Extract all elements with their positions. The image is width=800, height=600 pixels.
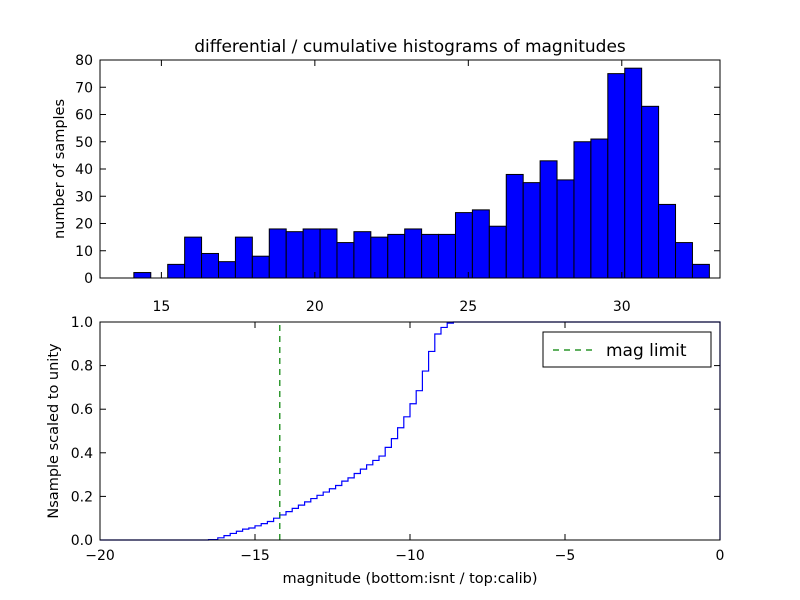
bottom-x-tick-label: 0 — [716, 548, 725, 564]
bottom-x-tick-label: −20 — [85, 548, 115, 564]
histogram-bar — [184, 236, 203, 279]
top-x-tick-label: 25 — [459, 299, 477, 315]
histogram-bar — [556, 179, 575, 279]
histogram-bar — [201, 252, 219, 279]
histogram-bar — [505, 173, 524, 279]
bottom-y-tick-label: 1.0 — [71, 315, 93, 331]
top-y-tick-label: 80 — [75, 53, 93, 69]
histogram-bar — [573, 141, 592, 279]
top-histogram-panel: differential / cumulative histograms of … — [52, 37, 721, 315]
histogram-bar — [438, 233, 456, 279]
histogram-bar — [302, 228, 321, 279]
histogram-bar — [167, 263, 186, 279]
bottom-y-tick-label: 0.4 — [71, 446, 93, 462]
legend-label-mag-limit: mag limit — [606, 341, 687, 361]
bottom-y-tick-label: 0.0 — [71, 533, 93, 549]
top-histogram-bars — [133, 67, 710, 279]
histogram-bar — [590, 138, 609, 279]
top-y-axis-label: number of samples — [52, 99, 68, 239]
top-x-tick-label: 20 — [306, 299, 324, 315]
histogram-bar — [421, 233, 440, 279]
bottom-plot-frame — [99, 321, 721, 541]
histogram-bar — [336, 242, 355, 279]
bottom-x-tick-label: −15 — [240, 548, 270, 564]
histogram-bar — [133, 272, 152, 279]
histogram-bar — [488, 225, 507, 279]
histogram-bar — [658, 203, 677, 279]
histogram-bar — [675, 242, 693, 279]
top-y-tick-label: 40 — [75, 162, 93, 178]
top-y-tick-label: 10 — [75, 244, 93, 260]
legend-box — [542, 331, 712, 368]
top-y-tick-label: 70 — [75, 80, 93, 96]
top-plot-frame — [99, 59, 721, 279]
bottom-x-axis-label: magnitude (bottom:isnt / top:calib) — [282, 571, 537, 587]
histogram-bar — [454, 212, 473, 279]
histogram-bar — [217, 261, 236, 279]
histogram-bar — [234, 236, 253, 279]
histogram-bar — [522, 182, 541, 279]
histogram-bar — [251, 255, 270, 279]
histogram-bar — [319, 228, 338, 279]
top-x-tick-label: 30 — [613, 299, 631, 315]
legend: mag limit — [542, 331, 712, 368]
top-x-tick-label: 15 — [152, 299, 170, 315]
histogram-bar — [387, 233, 406, 279]
bottom-x-tick-label: −10 — [395, 548, 425, 564]
bottom-series-lines — [100, 321, 721, 541]
top-y-tick-label: 20 — [75, 217, 93, 233]
cumulative-step-line — [100, 321, 721, 541]
histogram-bar — [539, 160, 558, 279]
histogram-bar — [691, 263, 710, 279]
histogram-bar — [285, 231, 304, 279]
histogram-bar — [370, 236, 389, 279]
top-y-tick-label: 60 — [75, 108, 93, 124]
top-y-tick-label: 50 — [75, 135, 93, 151]
histogram-bar — [641, 105, 660, 279]
top-chart-title: differential / cumulative histograms of … — [194, 37, 626, 57]
top-y-tick-label: 30 — [75, 189, 93, 205]
top-y-tick-label: 0 — [84, 271, 93, 287]
bottom-y-tick-label: 0.2 — [71, 489, 93, 505]
bottom-cumulative-panel: magnitude (bottom:isnt / top:calib) Nsam… — [46, 315, 724, 587]
histogram-bar — [353, 231, 372, 279]
histogram-bar — [268, 228, 287, 279]
bottom-y-axis-label: Nsample scaled to unity — [46, 343, 62, 519]
bottom-y-tick-label: 0.6 — [71, 402, 93, 418]
bottom-x-tick-label: −5 — [555, 548, 576, 564]
histogram-bar — [404, 228, 423, 279]
histogram-bar — [471, 209, 490, 279]
histogram-bar — [607, 73, 626, 279]
bottom-axis-ticks: −20 −15 −10 −5 0 0.0 0.2 0.4 0.6 0.8 1.0 — [71, 315, 725, 564]
histogram-bar — [624, 67, 643, 279]
top-axis-ticks: 15 20 25 30 0 10 20 30 40 50 60 70 80 — [75, 53, 720, 315]
bottom-y-tick-label: 0.8 — [71, 359, 93, 375]
